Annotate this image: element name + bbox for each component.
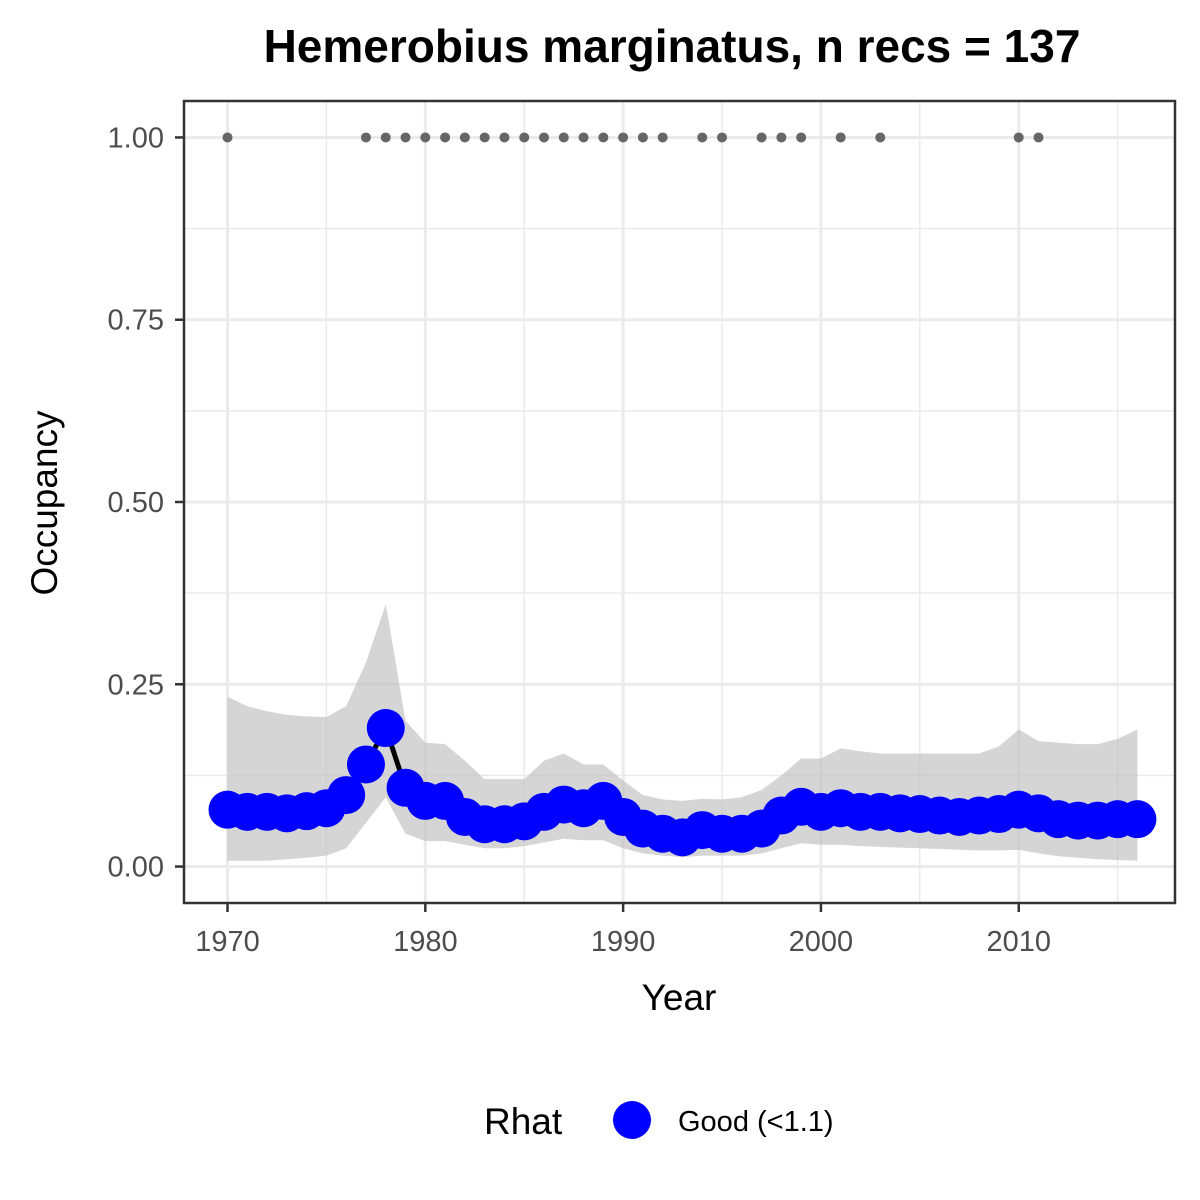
x-tick-label: 1990 <box>591 926 656 958</box>
record-point <box>835 132 846 143</box>
record-point <box>539 132 550 143</box>
record-point <box>1013 132 1024 143</box>
y-tick-label: 1.00 <box>108 122 164 154</box>
legend-key-good <box>613 1101 651 1139</box>
record-point <box>776 132 787 143</box>
record-point <box>697 132 708 143</box>
record-point <box>440 132 451 143</box>
record-point <box>558 132 569 143</box>
record-point <box>598 132 609 143</box>
plot-panel <box>182 99 1177 905</box>
occupancy-point <box>366 709 405 748</box>
record-point <box>717 132 728 143</box>
x-tick-label: 1980 <box>393 926 458 958</box>
y-tick-label: 0.75 <box>108 305 164 337</box>
record-point <box>360 132 371 143</box>
record-point <box>222 132 233 143</box>
x-tick-label: 2000 <box>789 926 854 958</box>
record-point <box>637 132 648 143</box>
record-point <box>578 132 589 143</box>
record-point <box>875 132 886 143</box>
occupancy-point <box>346 745 385 784</box>
record-point <box>479 132 490 143</box>
legend: Rhat Good (<1.1) <box>484 1101 834 1142</box>
x-axis: 1970 1980 1990 2000 2010 <box>195 903 1051 958</box>
record-point <box>400 132 411 143</box>
chart-title: Hemerobius marginatus, n recs = 137 <box>264 20 1081 72</box>
record-point <box>796 132 807 143</box>
record-point <box>1033 132 1044 143</box>
legend-title: Rhat <box>484 1101 563 1142</box>
legend-label-good: Good (<1.1) <box>678 1106 834 1138</box>
y-axis-title: Occupancy <box>24 410 65 596</box>
x-tick-label: 1970 <box>195 926 260 958</box>
record-point <box>657 132 668 143</box>
record-point <box>380 132 391 143</box>
record-point <box>420 132 431 143</box>
record-point <box>756 132 767 143</box>
y-tick-label: 0.00 <box>108 852 164 884</box>
y-tick-label: 0.50 <box>108 487 164 519</box>
occupancy-point <box>327 776 366 815</box>
record-point <box>618 132 629 143</box>
y-axis: 0.00 0.25 0.50 0.75 1.00 <box>108 122 184 884</box>
record-point <box>519 132 530 143</box>
record-point <box>499 132 510 143</box>
occupancy-point <box>1118 800 1157 839</box>
y-tick-label: 0.25 <box>108 669 164 701</box>
x-axis-title: Year <box>642 977 717 1018</box>
record-point <box>459 132 470 143</box>
x-tick-label: 2010 <box>986 926 1051 958</box>
